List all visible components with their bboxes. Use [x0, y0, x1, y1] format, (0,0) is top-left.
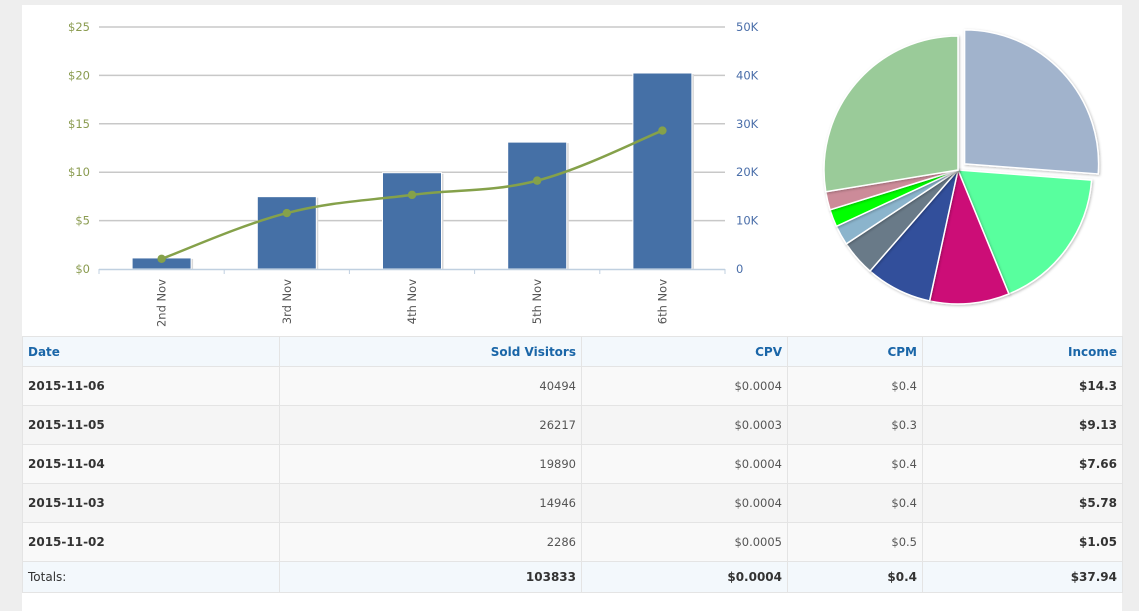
pie-slice[interactable] [928, 167, 1010, 305]
x-axis-labels: 2nd Nov 3rd Nov 4th Nov 5th Nov 6th Nov [155, 279, 670, 327]
line-point[interactable] [282, 208, 291, 218]
cell-cpm: $0.3 [787, 405, 923, 445]
cell-cpv: $0.0005 [581, 522, 788, 562]
x-axis-tick-label: 6th Nov [655, 279, 669, 324]
bar[interactable] [632, 72, 693, 270]
cell-visitors: 26217 [279, 405, 582, 445]
column-header-cpm[interactable]: CPM [787, 336, 923, 367]
cell-cpv: $0.0004 [581, 366, 788, 406]
left-axis-tick-label: $10 [68, 165, 90, 179]
cell-cpm: $0.4 [787, 366, 923, 406]
table-header-row: Date Sold Visitors CPV CPM Income [22, 336, 1123, 367]
right-axis-tick-label: 10K [736, 214, 759, 228]
income-visitors-chart: $0 $5 $10 $15 $20 $25 0 10K 20K 30K 40K 50K 2nd No… [68, 20, 759, 327]
left-axis-tick-label: $0 [75, 262, 90, 276]
left-axis-tick-label: $20 [68, 68, 90, 82]
x-axis-tick-label: 2nd Nov [155, 279, 169, 327]
cell-date: 2015-11-04 [22, 444, 280, 484]
cell-visitors: 2286 [279, 522, 582, 562]
pie-slice[interactable] [963, 29, 1100, 175]
x-axis-tick-label: 4th Nov [405, 279, 419, 324]
cell-cpv: $0.0004 [581, 483, 788, 523]
table-row: 2015-11-06 40494 $0.0004 $0.4 $14.3 [22, 366, 1123, 406]
cell-visitors: 40494 [279, 366, 582, 406]
cell-income: $1.05 [922, 522, 1123, 562]
table-row: 2015-11-02 2286 $0.0005 $0.5 $1.05 [22, 522, 1123, 562]
line-point[interactable] [533, 176, 542, 185]
table-row: 2015-11-04 19890 $0.0004 $0.4 $7.66 [22, 444, 1123, 484]
x-axis-tick-label: 3rd Nov [280, 279, 294, 324]
bar[interactable] [507, 141, 568, 270]
left-axis-tick-label: $15 [68, 117, 90, 131]
totals-income: $37.94 [922, 561, 1123, 593]
totals-row: Totals: 103833 $0.0004 $0.4 $37.94 [22, 561, 1123, 593]
table-row: 2015-11-03 14946 $0.0004 $0.4 $5.78 [22, 483, 1123, 523]
right-axis-tick-label: 0 [736, 262, 743, 276]
totals-cpm: $0.4 [787, 561, 923, 593]
column-header-income[interactable]: Income [922, 336, 1123, 367]
right-axis-tick-label: 30K [736, 117, 759, 131]
pie-slices [823, 29, 1100, 305]
cell-cpm: $0.4 [787, 444, 923, 484]
totals-cpv: $0.0004 [581, 561, 788, 593]
right-axis: 0 10K 20K 30K 40K 50K [736, 20, 759, 276]
cell-visitors: 14946 [279, 483, 582, 523]
bar[interactable] [382, 172, 442, 270]
pie-slice[interactable] [956, 169, 1093, 295]
cell-date: 2015-11-05 [22, 405, 280, 445]
cell-income: $14.3 [922, 366, 1123, 406]
right-axis-tick-label: 40K [736, 68, 759, 82]
cell-visitors: 19890 [279, 444, 582, 484]
cell-income: $5.78 [922, 483, 1123, 523]
right-axis-tick-label: 50K [736, 20, 759, 34]
cell-cpv: $0.0003 [581, 405, 788, 445]
pie-slice[interactable] [823, 35, 959, 193]
right-axis-tick-label: 20K [736, 165, 759, 179]
column-header-cpv[interactable]: CPV [581, 336, 788, 367]
table-row: 2015-11-05 26217 $0.0003 $0.3 $9.13 [22, 405, 1123, 445]
left-axis-tick-label: $25 [68, 20, 90, 34]
cell-date: 2015-11-02 [22, 522, 280, 562]
totals-visitors: 103833 [279, 561, 582, 593]
line-point[interactable] [407, 190, 417, 200]
chart-grid [99, 26, 725, 222]
totals-label: Totals: [22, 561, 280, 593]
cell-cpm: $0.5 [787, 522, 923, 562]
stats-table: Date Sold Visitors CPV CPM Income 2015-1… [22, 336, 1123, 593]
left-axis-tick-label: $5 [75, 214, 90, 228]
line-point[interactable] [157, 254, 166, 264]
line-point[interactable] [658, 126, 667, 135]
cell-income: $9.13 [922, 405, 1123, 445]
pie-chart [823, 29, 1100, 305]
cell-date: 2015-11-03 [22, 483, 280, 523]
left-axis: $0 $5 $10 $15 $20 $25 [68, 20, 90, 276]
column-header-sold-visitors[interactable]: Sold Visitors [279, 336, 582, 367]
line-series [157, 126, 667, 264]
x-axis-tick-label: 5th Nov [530, 279, 544, 324]
cell-cpv: $0.0004 [581, 444, 788, 484]
x-axis [98, 268, 726, 274]
column-header-date[interactable]: Date [22, 336, 280, 367]
cell-income: $7.66 [922, 444, 1123, 484]
cell-cpm: $0.4 [787, 483, 923, 523]
cell-date: 2015-11-06 [22, 366, 280, 406]
